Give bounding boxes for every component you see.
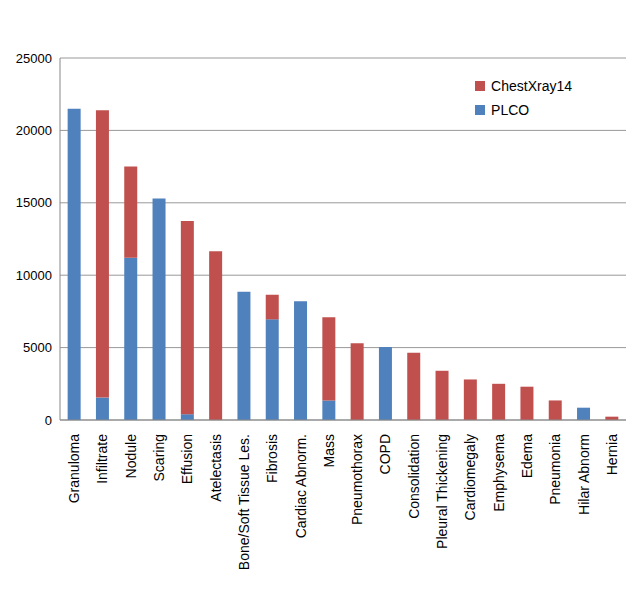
- svg-text:Nodule: Nodule: [123, 434, 139, 479]
- svg-text:Mass: Mass: [321, 434, 337, 467]
- svg-text:25000: 25000: [16, 51, 52, 66]
- svg-text:Hilar Abnorm: Hilar Abnorm: [576, 434, 592, 515]
- svg-text:Pleural Thickening: Pleural Thickening: [434, 434, 450, 549]
- svg-text:Cardiac Abnorm.: Cardiac Abnorm.: [293, 434, 309, 538]
- svg-text:Fibrosis: Fibrosis: [264, 434, 280, 483]
- svg-text:Pneumothorax: Pneumothorax: [349, 434, 365, 525]
- svg-text:Granuloma: Granuloma: [66, 434, 82, 503]
- svg-text:15000: 15000: [16, 195, 52, 210]
- html-text:ChestXray14: ChestXray14: [491, 78, 572, 94]
- svg-text:Infiltrate: Infiltrate: [94, 434, 110, 484]
- svg-text:5000: 5000: [23, 340, 52, 355]
- svg-text:Scaring: Scaring: [151, 434, 167, 481]
- svg-text:Consolidation: Consolidation: [406, 434, 422, 519]
- html-text:PLCO: PLCO: [491, 102, 530, 118]
- svg-text:Emphysema: Emphysema: [491, 434, 507, 512]
- svg-text:Effusion: Effusion: [179, 434, 195, 484]
- svg-text:Cardiomegaly: Cardiomegaly: [462, 434, 478, 520]
- svg-text:Pneumonia: Pneumonia: [547, 434, 563, 505]
- svg-text:10000: 10000: [16, 268, 52, 283]
- svg-text:Atelectasis: Atelectasis: [208, 434, 224, 502]
- svg-text:COPD: COPD: [377, 434, 393, 474]
- svg-text:0: 0: [45, 413, 52, 428]
- svg-text:Bone/Soft Tissue Les.: Bone/Soft Tissue Les.: [236, 434, 252, 570]
- svg-text:Hernia: Hernia: [604, 434, 620, 475]
- svg-text:20000: 20000: [16, 123, 52, 138]
- svg-text:Edema: Edema: [519, 434, 535, 479]
